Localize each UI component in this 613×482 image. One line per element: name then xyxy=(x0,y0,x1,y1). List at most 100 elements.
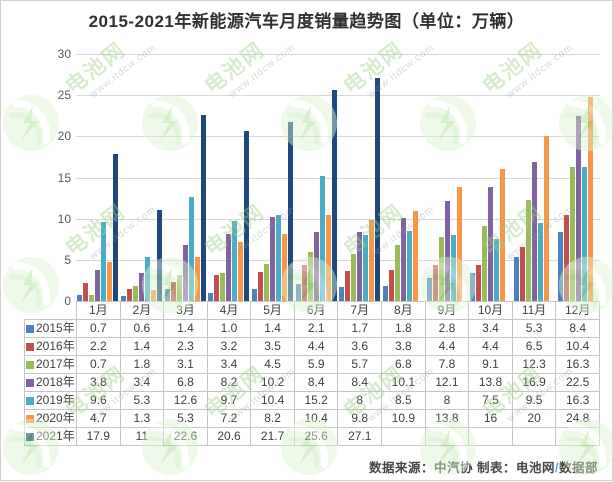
bar-2016年-7月 xyxy=(345,271,351,301)
bar-2015年-7月 xyxy=(339,287,345,301)
bar-2018年-5月 xyxy=(270,217,276,301)
y-tick-label: 5 xyxy=(64,252,71,267)
bar-2018年-2月 xyxy=(139,273,144,301)
source-slash: / xyxy=(555,461,559,475)
bar-2019年-12月 xyxy=(581,166,587,301)
table-cell: 27.1 xyxy=(337,427,383,446)
bar-2018年-7月 xyxy=(357,231,363,301)
legend-swatch-icon xyxy=(26,361,34,369)
table-cell: 10.9 xyxy=(381,409,426,428)
bar-2021年-6月 xyxy=(331,90,337,301)
bar-2020年-5月 xyxy=(282,233,288,301)
bar-2017年-2月 xyxy=(133,286,138,301)
table-cell: 1.7 xyxy=(337,319,383,338)
table-cell: 0.7 xyxy=(76,355,121,374)
table-row: 2019年 9.6 5.3 12.6 9.7 10.4 15.2 8 8.5 8 7.5 9.5 16.… xyxy=(24,391,600,410)
bar-2019年-11月 xyxy=(538,222,544,301)
table-cell: 8.2 xyxy=(206,373,252,392)
bar-group-3月 xyxy=(163,54,207,301)
table-cell: 3.5 xyxy=(250,337,295,356)
gridline-30 xyxy=(76,54,600,55)
bar-group-9月 xyxy=(425,54,469,301)
month-header: 8月 xyxy=(381,301,426,320)
table-cell: 9.7 xyxy=(206,391,252,410)
table-cell: 12.1 xyxy=(424,373,470,392)
table-cell: 15.2 xyxy=(293,391,339,410)
table-cell: 1.4 xyxy=(250,319,295,338)
bar-2019年-4月 xyxy=(232,221,238,301)
table-row: 2021年 17.9 11 22.6 20.6 21.7 25.6 27.1 xyxy=(24,427,600,446)
bar-2018年-12月 xyxy=(575,115,581,301)
bar-2017年-8月 xyxy=(395,245,401,301)
table-cell: 5.3 xyxy=(119,391,165,410)
gridline-15 xyxy=(76,177,600,179)
table-cell: 6.8 xyxy=(163,373,208,392)
month-header: 6月 xyxy=(293,301,339,320)
table-cell: 3.1 xyxy=(163,355,208,374)
table-cell: 7.5 xyxy=(468,391,513,410)
y-tick-label: 20 xyxy=(57,129,71,144)
y-tick-label: 0 xyxy=(64,294,71,308)
table-cell: 13.8 xyxy=(424,409,470,428)
month-header: 3月 xyxy=(163,301,208,320)
table-cell: 10.4 xyxy=(250,391,295,410)
chart-title: 2015-2021年新能源汽车月度销量趋势图（单位：万辆） xyxy=(88,12,525,31)
month-header: 5月 xyxy=(250,301,295,320)
table-cell: 8.4 xyxy=(293,373,339,392)
bar-2020年-6月 xyxy=(325,215,331,301)
bar-2015年-4月 xyxy=(208,292,214,301)
bar-2020年-4月 xyxy=(238,241,244,301)
table-cell: 20 xyxy=(511,409,557,428)
bar-2017年-9月 xyxy=(438,236,444,301)
bar-2021年-5月 xyxy=(288,122,294,301)
bar-2015年-3月 xyxy=(164,289,170,301)
table-cell: 8 xyxy=(424,391,470,410)
table-cell: 9.6 xyxy=(76,391,121,410)
table-cell: 12.3 xyxy=(511,355,557,374)
table-cell: 16.3 xyxy=(555,355,600,374)
bar-group-2月 xyxy=(120,54,164,301)
table-cell: 9.1 xyxy=(468,355,513,374)
bar-2015年-1月 xyxy=(77,295,83,301)
table-cell: 4.5 xyxy=(250,355,295,374)
bar-2015年-5月 xyxy=(252,289,258,301)
bar-2019年-6月 xyxy=(319,175,325,301)
table-cell: 10.4 xyxy=(293,409,339,428)
table-cell xyxy=(511,427,557,446)
bar-2019年-5月 xyxy=(276,215,282,301)
bar-group-5月 xyxy=(251,54,295,301)
bar-group-6月 xyxy=(294,54,338,301)
table-cell: 21.7 xyxy=(250,427,295,446)
table-row: 2015年 0.7 0.6 1.4 1.0 1.4 2.1 1.7 1.8 2.8 3.4 5.3 8.… xyxy=(24,319,600,338)
table-header-row: 1月 2月 3月 4月 5月 6月 7月 8月 9月 10月 11月 12月 xyxy=(24,301,600,320)
bar-2016年-12月 xyxy=(563,215,569,301)
month-header: 12月 xyxy=(555,301,600,320)
table-cell: 2.8 xyxy=(424,319,470,338)
table-cell: 17.9 xyxy=(76,427,121,446)
bar-2015年-10月 xyxy=(470,273,476,301)
year-label: 2020年 xyxy=(24,409,77,428)
bar-2018年-3月 xyxy=(182,245,188,301)
legend-swatch-icon xyxy=(26,379,34,387)
bar-2015年-6月 xyxy=(295,283,301,301)
table-cell: 3.8 xyxy=(76,373,121,392)
gridline-25 xyxy=(76,95,600,97)
table-cell: 16.9 xyxy=(511,373,557,392)
bar-2017年-5月 xyxy=(264,263,270,301)
table-cell: 4.4 xyxy=(293,337,339,356)
bar-2021年-3月 xyxy=(200,114,206,301)
table-cell: 1.4 xyxy=(163,319,208,338)
bar-2015年-12月 xyxy=(557,231,563,301)
bar-2017年-3月 xyxy=(176,275,182,301)
bar-2020年-1月 xyxy=(107,262,113,301)
table-cell: 8 xyxy=(337,391,383,410)
bar-2019年-1月 xyxy=(101,221,107,301)
table-cell xyxy=(468,427,513,446)
table-cell: 3.4 xyxy=(206,355,252,374)
bar-2016年-1月 xyxy=(83,282,89,301)
table-cell: 8.5 xyxy=(381,391,426,410)
bar-2021年-7月 xyxy=(375,77,381,301)
table-cell: 5.3 xyxy=(511,319,557,338)
table-cell: 11 xyxy=(119,427,165,446)
month-header: 1月 xyxy=(76,301,121,320)
